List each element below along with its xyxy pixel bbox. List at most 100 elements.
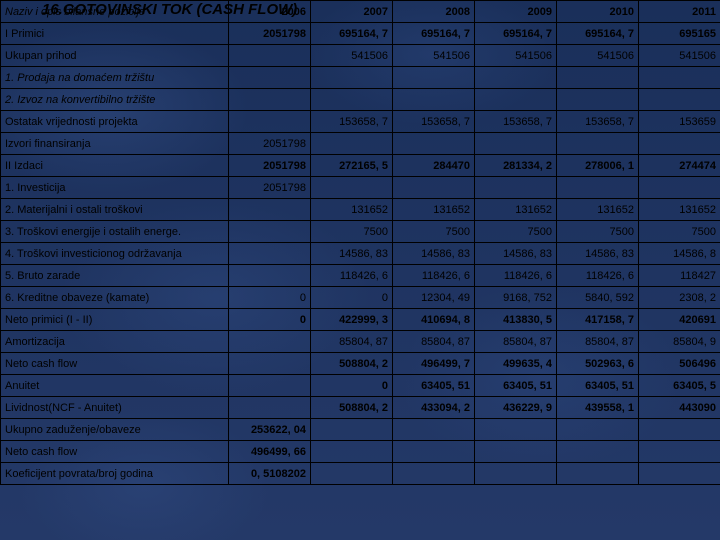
table-row: 4. Troškovi investicionog održavanja 1458…: [1, 243, 720, 265]
row-cell: 541506: [557, 45, 639, 67]
row-cell: 499635, 4: [475, 353, 557, 375]
row-cell: 12304, 49: [393, 287, 475, 309]
row-cell: 2051798: [229, 177, 311, 199]
row-cell: [557, 463, 639, 485]
row-cell: [475, 419, 557, 441]
row-label: I Primici: [1, 23, 229, 45]
row-cell: [639, 419, 720, 441]
row-cell: 2051798: [229, 23, 311, 45]
row-label: Anuitet: [1, 375, 229, 397]
row-cell: 131652: [557, 199, 639, 221]
table-row: Izvori finansiranja2051798: [1, 133, 720, 155]
col-header-2007: 2007: [311, 1, 393, 23]
row-cell: 541506: [639, 45, 720, 67]
row-cell: 118426, 6: [393, 265, 475, 287]
row-cell: [393, 133, 475, 155]
row-cell: 14586, 8: [639, 243, 720, 265]
row-cell: [229, 89, 311, 111]
row-label: 5. Bruto zarade: [1, 265, 229, 287]
row-cell: 14586, 83: [311, 243, 393, 265]
row-cell: 118426, 6: [311, 265, 393, 287]
row-cell: [475, 67, 557, 89]
row-cell: [639, 133, 720, 155]
row-cell: [475, 89, 557, 111]
row-cell: [557, 67, 639, 89]
row-cell: [229, 111, 311, 133]
row-cell: 118426, 6: [475, 265, 557, 287]
row-cell: [229, 331, 311, 353]
row-cell: [229, 67, 311, 89]
row-cell: 496499, 66: [229, 441, 311, 463]
table-row: 1. Investicija2051798: [1, 177, 720, 199]
row-cell: [311, 419, 393, 441]
row-cell: 541506: [393, 45, 475, 67]
table-row: Ostatak vrijednosti projekta153658, 7153…: [1, 111, 720, 133]
row-cell: 284470: [393, 155, 475, 177]
row-cell: 496499, 7: [393, 353, 475, 375]
row-cell: [311, 89, 393, 111]
row-cell: 695164, 7: [475, 23, 557, 45]
row-label: Koeficijent povrata/broj godina: [1, 463, 229, 485]
col-header-2009: 2009: [475, 1, 557, 23]
row-label: Neto cash flow: [1, 353, 229, 375]
row-label: 2. Izvoz na konvertibilno tržište: [1, 89, 229, 111]
table-row: 1. Prodaja na domaćem tržištu: [1, 67, 720, 89]
table-row: 6. Kreditne obaveze (kamate)0012304, 499…: [1, 287, 720, 309]
row-cell: 2051798: [229, 155, 311, 177]
row-cell: [393, 177, 475, 199]
cashflow-table: Naziv i opis bilansne pozicije 2006 2007…: [0, 0, 720, 485]
row-label: Amortizacija: [1, 331, 229, 353]
row-cell: [639, 463, 720, 485]
row-cell: 131652: [475, 199, 557, 221]
row-cell: [229, 45, 311, 67]
row-cell: 417158, 7: [557, 309, 639, 331]
row-cell: 0: [229, 309, 311, 331]
row-cell: 2308, 2: [639, 287, 720, 309]
table-row: Neto cash flow496499, 66: [1, 441, 720, 463]
row-cell: 63405, 51: [393, 375, 475, 397]
row-label: Neto cash flow: [1, 441, 229, 463]
row-cell: 0: [311, 375, 393, 397]
row-cell: 153659: [639, 111, 720, 133]
table-row: Koeficijent povrata/broj godina0, 510820…: [1, 463, 720, 485]
row-cell: 14586, 83: [557, 243, 639, 265]
row-cell: [229, 353, 311, 375]
row-cell: 274474: [639, 155, 720, 177]
row-cell: 508804, 2: [311, 397, 393, 419]
row-cell: [393, 463, 475, 485]
row-cell: 502963, 6: [557, 353, 639, 375]
row-cell: 7500: [393, 221, 475, 243]
row-cell: 436229, 9: [475, 397, 557, 419]
row-cell: 85804, 87: [393, 331, 475, 353]
row-cell: 439558, 1: [557, 397, 639, 419]
row-cell: [229, 243, 311, 265]
table-row: Anuitet063405, 5163405, 5163405, 5163405…: [1, 375, 720, 397]
row-cell: [229, 397, 311, 419]
row-label: 1. Prodaja na domaćem tržištu: [1, 67, 229, 89]
row-label: Ukupno zaduženje/obaveze: [1, 419, 229, 441]
row-cell: 695164, 7: [393, 23, 475, 45]
row-cell: [639, 177, 720, 199]
row-cell: 541506: [311, 45, 393, 67]
row-cell: 85804, 9: [639, 331, 720, 353]
row-label: Ukupan prihod: [1, 45, 229, 67]
row-cell: 506496: [639, 353, 720, 375]
row-cell: [311, 67, 393, 89]
table-row: Amortizacija85804, 8785804, 8785804, 878…: [1, 331, 720, 353]
table-row: 2. Izvoz na konvertibilno tržište: [1, 89, 720, 111]
row-cell: [393, 419, 475, 441]
row-label: 1. Investicija: [1, 177, 229, 199]
row-cell: [639, 67, 720, 89]
row-cell: [475, 177, 557, 199]
row-cell: [557, 419, 639, 441]
row-label: 4. Troškovi investicionog održavanja: [1, 243, 229, 265]
row-cell: 695164, 7: [311, 23, 393, 45]
row-cell: 131652: [393, 199, 475, 221]
row-cell: [475, 133, 557, 155]
row-cell: 9168, 752: [475, 287, 557, 309]
row-cell: 281334, 2: [475, 155, 557, 177]
row-cell: [557, 89, 639, 111]
row-cell: 153658, 7: [311, 111, 393, 133]
row-cell: [475, 463, 557, 485]
row-label: II Izdaci: [1, 155, 229, 177]
